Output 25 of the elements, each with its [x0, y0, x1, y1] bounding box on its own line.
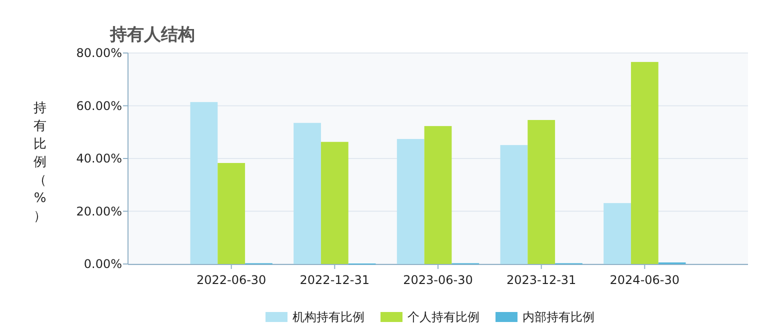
y-tick-label: 60.00%: [76, 98, 122, 113]
bar: [604, 203, 631, 264]
bar: [528, 120, 556, 264]
bar: [320, 142, 348, 264]
y-tick-label: 40.00%: [76, 152, 122, 166]
bar: [218, 162, 246, 264]
x-tick-label: 2022-06-30: [196, 273, 266, 287]
bar: [396, 138, 424, 264]
bar: [500, 145, 528, 264]
bar: [190, 102, 218, 264]
legend-label: 个人持有比例: [408, 310, 480, 324]
legend-label: 机构持有比例: [292, 310, 364, 324]
y-axis-title: 持有比例（%）: [34, 101, 46, 224]
x-tick-label: 2023-12-31: [506, 273, 576, 287]
legend-label: 内部持有比例: [522, 310, 594, 324]
y-tick-label: 0.00%: [84, 257, 122, 272]
chart-title: 持有人结构: [109, 25, 195, 45]
bar: [424, 126, 452, 264]
y-tick-label: 80.00%: [76, 46, 122, 60]
bar: [294, 122, 321, 264]
bar: [630, 62, 658, 264]
x-tick-label: 2022-12-31: [300, 273, 370, 287]
x-tick-label: 2024-06-30: [610, 273, 680, 287]
x-tick-label: 2023-06-30: [403, 273, 473, 287]
y-tick-label: 20.00%: [76, 204, 122, 218]
